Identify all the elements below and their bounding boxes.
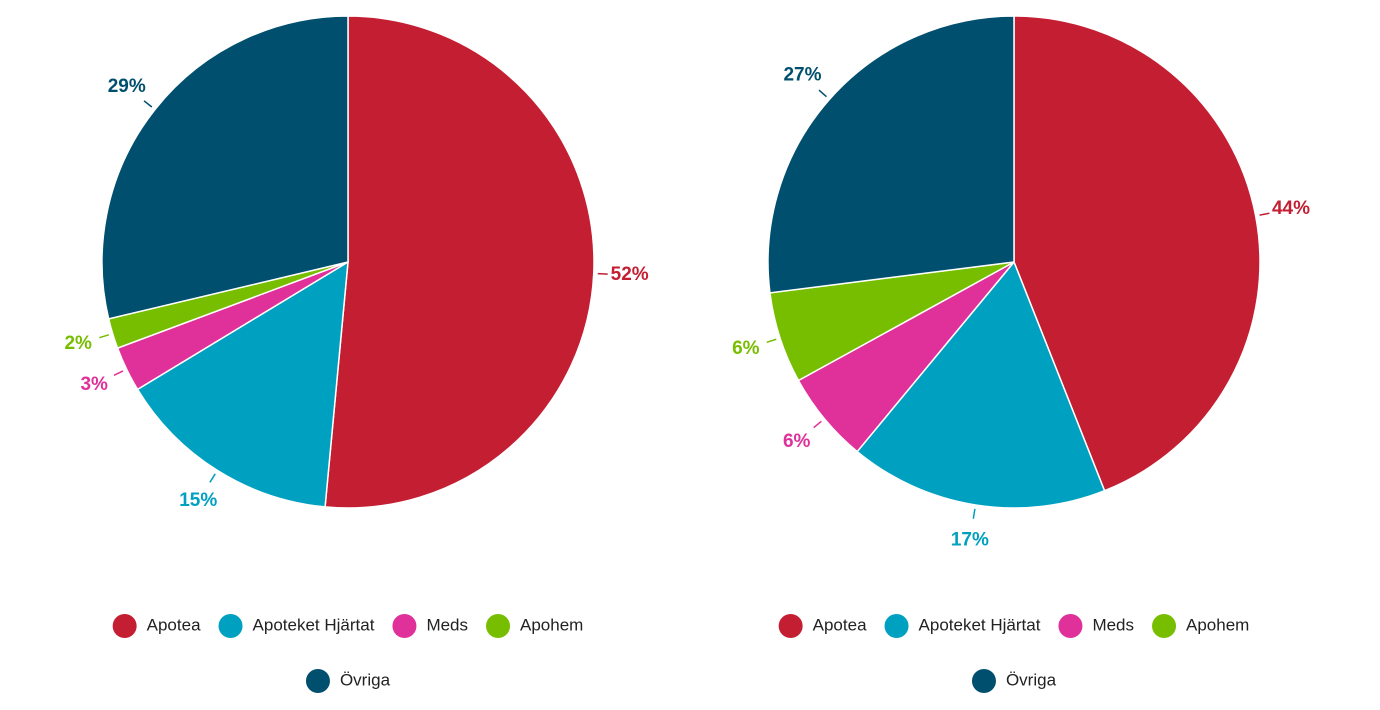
pie-slice xyxy=(767,15,1015,294)
value-label: 3% xyxy=(80,374,108,395)
value-label: 2% xyxy=(64,333,92,354)
legend-marker xyxy=(218,614,243,638)
leader-line xyxy=(972,508,976,519)
legend-label: Apoteket Hjärtat xyxy=(919,615,1041,634)
leader-line xyxy=(99,334,110,339)
legend-marker xyxy=(884,614,909,638)
leader-line xyxy=(143,100,153,108)
pie-slice xyxy=(856,260,1106,509)
legend-marker xyxy=(112,614,137,638)
leader-line xyxy=(1259,212,1270,216)
legend-label: Övriga xyxy=(340,670,391,689)
legend-label: Apoteket Hjärtat xyxy=(253,615,375,634)
legend-marker xyxy=(1152,614,1177,638)
legend-label: Apohem xyxy=(1186,615,1249,634)
value-label: 17% xyxy=(951,530,989,551)
legend-marker xyxy=(971,669,996,693)
leader-line xyxy=(818,89,827,98)
leader-line xyxy=(113,370,124,377)
leader-line xyxy=(766,338,777,344)
value-label: 6% xyxy=(783,431,811,452)
value-label: 52% xyxy=(611,264,649,285)
value-label: 6% xyxy=(732,338,760,359)
pie-slice xyxy=(136,260,349,508)
leader-line xyxy=(813,420,822,429)
leader-line xyxy=(209,473,216,483)
value-label: 27% xyxy=(783,65,821,86)
value-label: 15% xyxy=(179,490,217,511)
legend-marker xyxy=(1058,614,1083,638)
legend-label: Övriga xyxy=(1006,670,1057,689)
pie-slice xyxy=(1013,15,1261,492)
pie-slice xyxy=(101,15,349,320)
legend-label: Meds xyxy=(1092,615,1134,634)
legend-marker xyxy=(486,614,511,638)
legend-marker xyxy=(778,614,803,638)
legend-marker xyxy=(392,614,417,638)
legend-label: Meds xyxy=(426,615,468,634)
value-label: 44% xyxy=(1272,198,1310,219)
value-label: 29% xyxy=(108,76,146,97)
legend-marker xyxy=(305,669,330,693)
legend-label: Apohem xyxy=(520,615,583,634)
pie-slice xyxy=(324,15,595,509)
legend-label: Apotea xyxy=(813,615,867,634)
legend-label: Apotea xyxy=(147,615,201,634)
